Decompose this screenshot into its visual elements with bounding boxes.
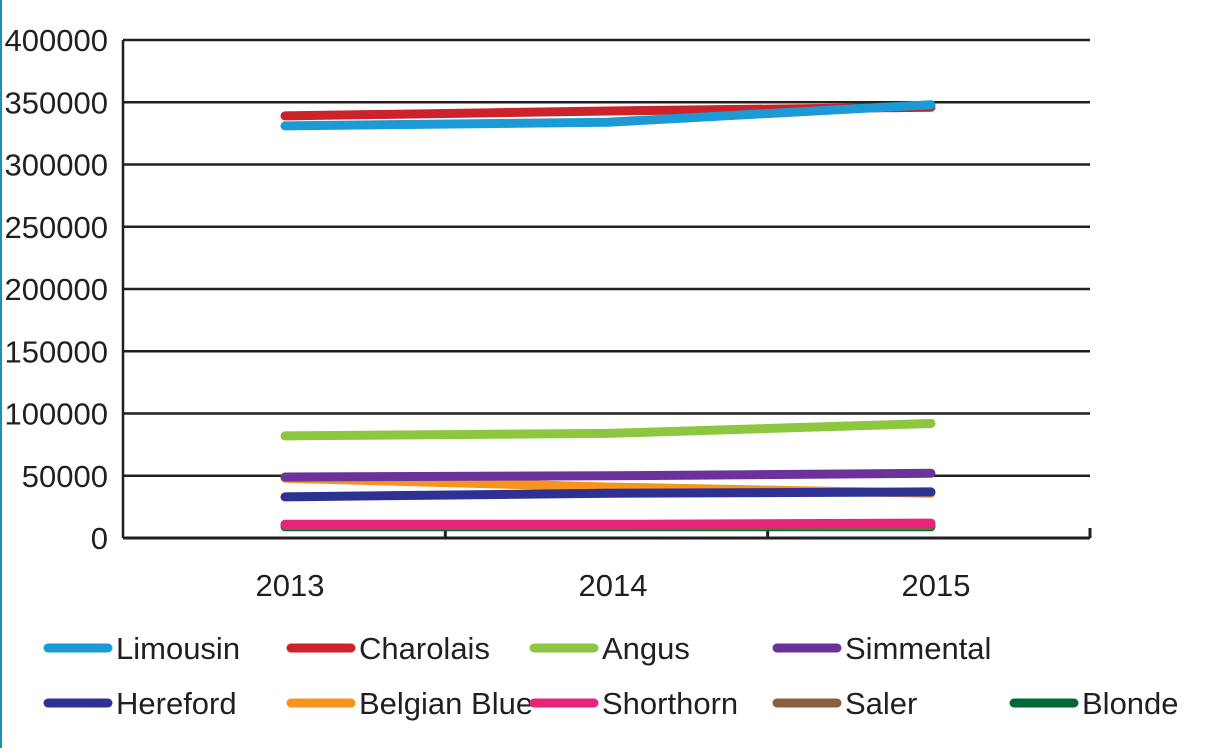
legend-item-shorthorn: Shorthorn <box>529 686 738 721</box>
axes <box>121 40 1092 540</box>
legend-item-angus: Angus <box>529 631 690 666</box>
y-tick-label-0: 0 <box>91 521 108 556</box>
legend-label-shorthorn: Shorthorn <box>602 686 738 721</box>
legend-item-limousin: Limousin <box>43 631 240 666</box>
legend-item-belgian-blue: Belgian Blue <box>286 686 533 721</box>
legend-label-saler: Saler <box>845 686 917 721</box>
x-tick-label-2015: 2015 <box>902 568 971 603</box>
legend-item-saler: Saler <box>772 686 917 721</box>
x-tick-label-2014: 2014 <box>579 568 648 603</box>
legend: Limousin Charolais Angus Simmental Hereford B… <box>43 631 1179 721</box>
y-tick-label-400000: 400000 <box>5 23 108 58</box>
series-line-simmental <box>280 468 936 482</box>
left-border-rule <box>0 0 2 748</box>
y-tick-label-250000: 250000 <box>5 210 108 245</box>
gridlines <box>123 38 1090 477</box>
legend-label-simmental: Simmental <box>845 631 991 666</box>
y-tick-label-350000: 350000 <box>5 85 108 120</box>
series-lines <box>280 100 936 532</box>
y-tick-label-300000: 300000 <box>5 148 108 183</box>
legend-label-limousin: Limousin <box>116 631 240 666</box>
legend-label-belgian-blue: Belgian Blue <box>359 686 533 721</box>
x-tick-label-2013: 2013 <box>256 568 325 603</box>
y-tick-label-150000: 150000 <box>5 334 108 369</box>
y-tick-label-100000: 100000 <box>5 397 108 432</box>
legend-label-charolais: Charolais <box>359 631 490 666</box>
y-tick-labels: 0 50000 100000 150000 200000 250000 300000 3500… <box>5 23 108 556</box>
legend-item-simmental: Simmental <box>772 631 991 666</box>
legend-label-blonde: Blonde <box>1082 686 1179 721</box>
legend-item-charolais: Charolais <box>286 631 490 666</box>
series-line-angus <box>280 419 936 441</box>
series-line-limousin <box>280 100 936 131</box>
legend-label-hereford: Hereford <box>116 686 237 721</box>
series-line-hereford <box>280 487 936 502</box>
x-tick-labels: 2013 2014 2015 <box>256 568 971 603</box>
legend-item-hereford: Hereford <box>43 686 237 721</box>
legend-label-angus: Angus <box>602 631 690 666</box>
series-line-shorthorn <box>280 518 936 529</box>
y-tick-label-50000: 50000 <box>22 459 108 494</box>
y-tick-label-200000: 200000 <box>5 272 108 307</box>
legend-item-blonde: Blonde <box>1009 686 1179 721</box>
